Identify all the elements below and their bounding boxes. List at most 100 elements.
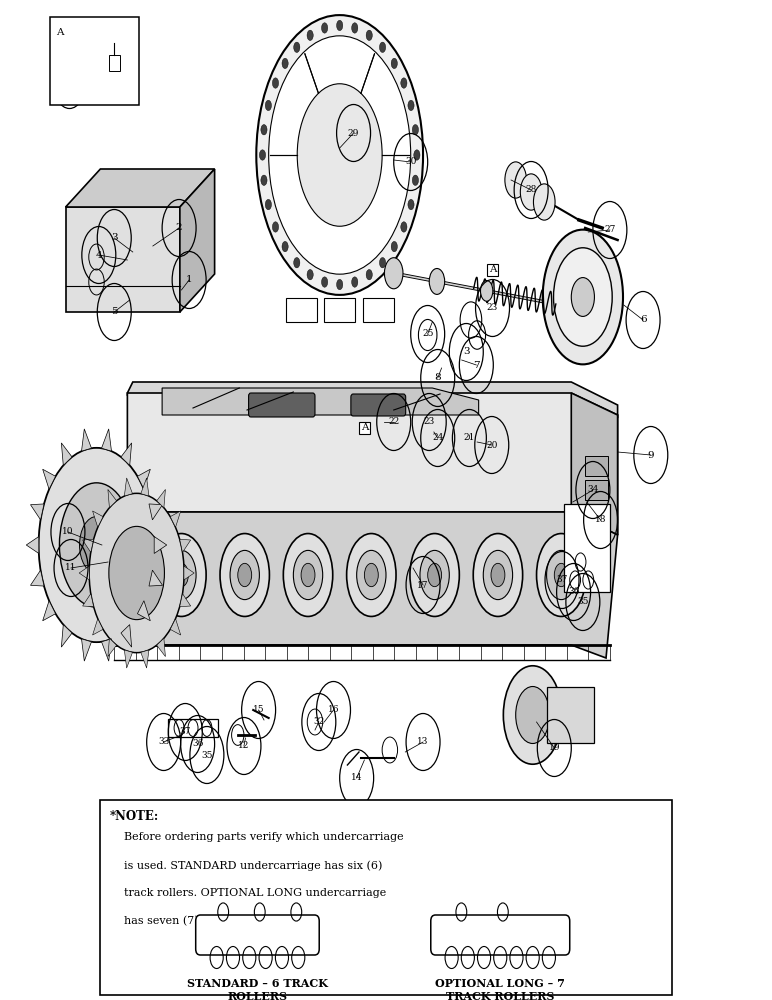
Ellipse shape xyxy=(59,483,134,607)
Text: 35: 35 xyxy=(201,750,212,760)
Polygon shape xyxy=(127,382,618,418)
Text: 23: 23 xyxy=(424,418,435,426)
Text: 37: 37 xyxy=(557,576,567,584)
Ellipse shape xyxy=(420,550,449,600)
Polygon shape xyxy=(61,625,72,647)
FancyBboxPatch shape xyxy=(249,393,315,417)
Ellipse shape xyxy=(90,493,185,653)
Ellipse shape xyxy=(273,78,279,88)
FancyBboxPatch shape xyxy=(585,456,608,476)
Text: STANDARD – 6 TRACK
ROLLERS: STANDARD – 6 TRACK ROLLERS xyxy=(187,978,328,1000)
Text: 28: 28 xyxy=(526,186,537,194)
Ellipse shape xyxy=(520,174,542,210)
Polygon shape xyxy=(62,443,72,465)
Polygon shape xyxy=(108,489,117,508)
Ellipse shape xyxy=(391,58,398,69)
Text: is used. STANDARD undercarriage has six (6): is used. STANDARD undercarriage has six … xyxy=(124,860,382,871)
Text: 6: 6 xyxy=(640,316,646,324)
Polygon shape xyxy=(108,638,117,657)
Polygon shape xyxy=(180,539,191,552)
Ellipse shape xyxy=(220,534,269,616)
Ellipse shape xyxy=(380,258,386,268)
Text: A: A xyxy=(489,265,496,274)
Ellipse shape xyxy=(256,15,423,295)
Ellipse shape xyxy=(380,42,386,52)
FancyBboxPatch shape xyxy=(585,480,608,500)
Ellipse shape xyxy=(357,550,386,600)
Ellipse shape xyxy=(230,550,259,600)
Text: 15: 15 xyxy=(252,706,265,714)
Polygon shape xyxy=(121,443,131,465)
FancyBboxPatch shape xyxy=(547,687,594,743)
Text: 20: 20 xyxy=(486,440,497,450)
Polygon shape xyxy=(82,639,91,661)
Text: 36: 36 xyxy=(192,740,203,748)
FancyBboxPatch shape xyxy=(286,298,317,322)
FancyBboxPatch shape xyxy=(66,207,180,312)
Text: 36: 36 xyxy=(568,587,579,596)
Ellipse shape xyxy=(259,150,266,160)
Ellipse shape xyxy=(547,550,576,600)
Ellipse shape xyxy=(337,20,343,31)
Ellipse shape xyxy=(321,277,327,287)
Text: 3: 3 xyxy=(463,348,469,357)
Polygon shape xyxy=(114,512,618,658)
Text: 32: 32 xyxy=(313,718,324,726)
FancyBboxPatch shape xyxy=(351,394,406,416)
FancyBboxPatch shape xyxy=(196,915,320,955)
Ellipse shape xyxy=(533,184,555,220)
Ellipse shape xyxy=(537,534,586,616)
Ellipse shape xyxy=(428,563,442,587)
Ellipse shape xyxy=(174,563,188,587)
Ellipse shape xyxy=(483,550,513,600)
Ellipse shape xyxy=(503,666,562,764)
Polygon shape xyxy=(137,469,151,489)
Polygon shape xyxy=(180,594,191,607)
Text: 25: 25 xyxy=(422,330,433,338)
Text: has seven (7) track rollers.: has seven (7) track rollers. xyxy=(124,916,275,926)
Text: 10: 10 xyxy=(63,528,73,536)
Polygon shape xyxy=(79,566,90,580)
Text: Before ordering parts verify which undercarriage: Before ordering parts verify which under… xyxy=(124,832,403,842)
Ellipse shape xyxy=(293,258,300,268)
FancyBboxPatch shape xyxy=(564,504,610,592)
Ellipse shape xyxy=(39,448,154,642)
Ellipse shape xyxy=(401,78,407,88)
Text: 30: 30 xyxy=(405,157,416,166)
Polygon shape xyxy=(170,619,181,635)
Polygon shape xyxy=(30,570,44,586)
Text: 12: 12 xyxy=(239,742,249,750)
Ellipse shape xyxy=(307,30,313,41)
Ellipse shape xyxy=(384,258,403,289)
Ellipse shape xyxy=(366,269,372,280)
Text: 8: 8 xyxy=(435,373,441,382)
Ellipse shape xyxy=(293,550,323,600)
Ellipse shape xyxy=(273,222,279,232)
Ellipse shape xyxy=(408,100,414,111)
Ellipse shape xyxy=(157,534,206,616)
Ellipse shape xyxy=(352,23,358,33)
Text: 35: 35 xyxy=(577,597,588,606)
Text: 33: 33 xyxy=(158,738,169,746)
Text: 16: 16 xyxy=(328,706,339,714)
Text: 37: 37 xyxy=(180,728,191,736)
Text: 13: 13 xyxy=(418,738,428,746)
FancyBboxPatch shape xyxy=(109,55,120,71)
Text: track rollers. OPTIONAL LONG undercarriage: track rollers. OPTIONAL LONG undercarria… xyxy=(124,888,386,898)
Ellipse shape xyxy=(554,248,612,346)
Text: 7: 7 xyxy=(473,360,479,369)
Ellipse shape xyxy=(266,100,272,111)
Polygon shape xyxy=(184,566,195,580)
Ellipse shape xyxy=(480,281,493,301)
Ellipse shape xyxy=(429,268,445,294)
Text: 17: 17 xyxy=(418,580,428,589)
Polygon shape xyxy=(66,169,215,207)
Polygon shape xyxy=(170,511,181,527)
Polygon shape xyxy=(42,469,56,489)
Ellipse shape xyxy=(412,175,418,185)
Ellipse shape xyxy=(238,563,252,587)
Polygon shape xyxy=(141,478,149,496)
Ellipse shape xyxy=(473,534,523,616)
Polygon shape xyxy=(180,169,215,312)
Text: A: A xyxy=(56,28,64,37)
